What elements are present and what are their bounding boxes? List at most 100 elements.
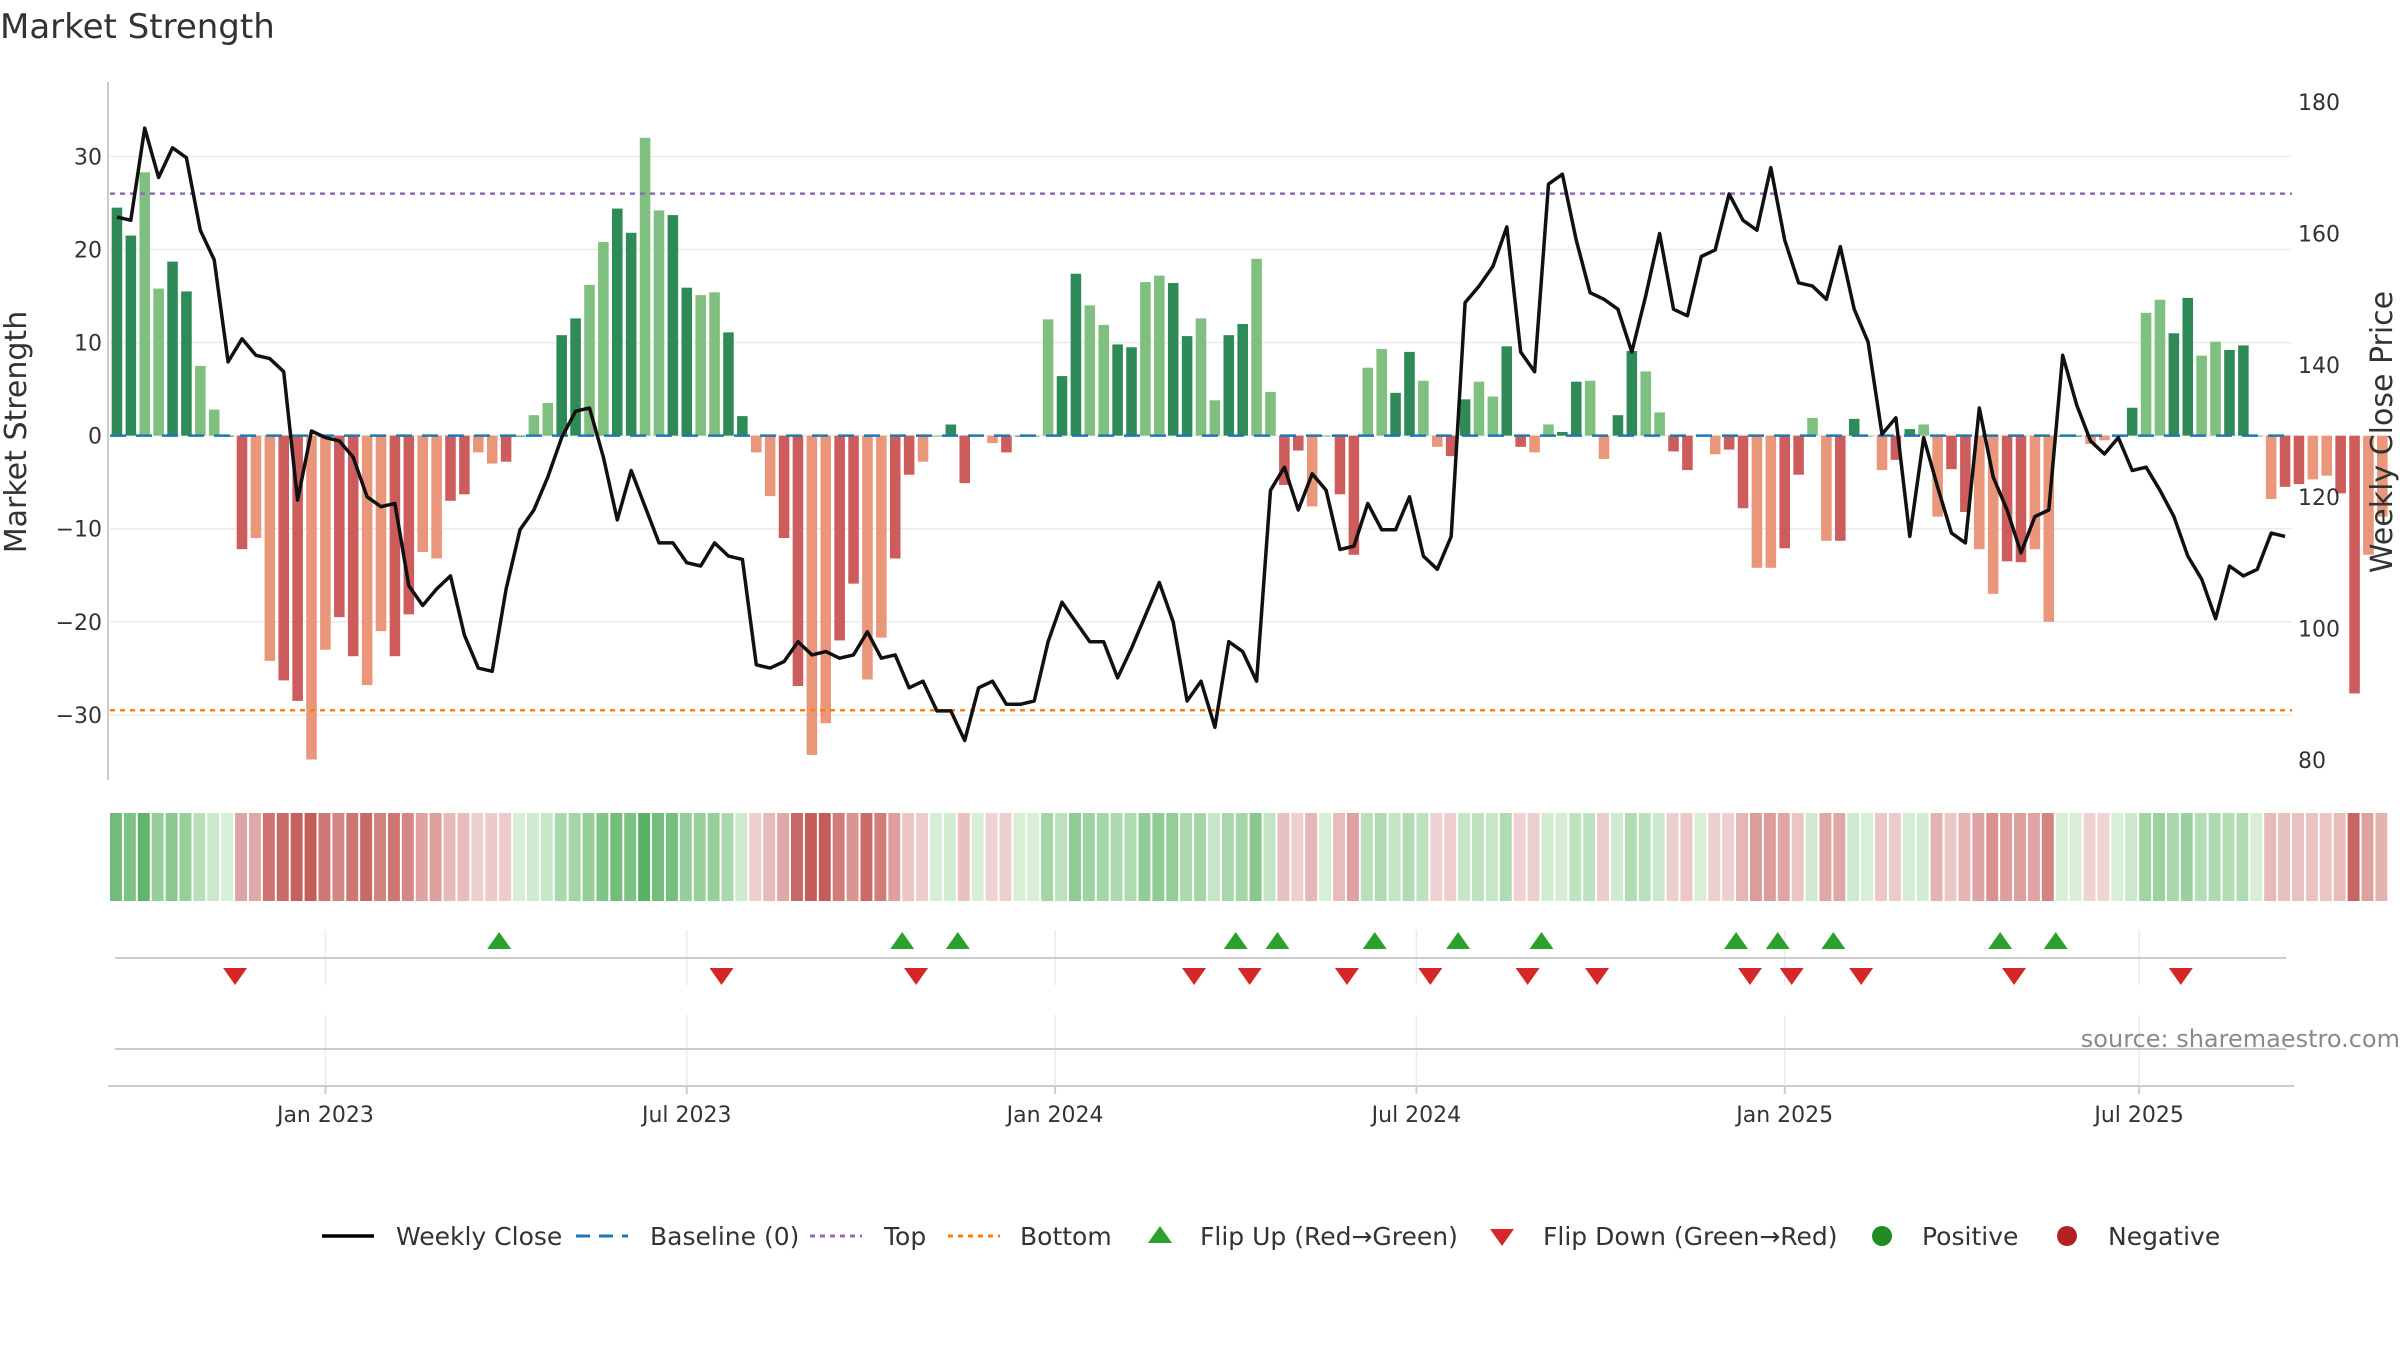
heat-cell — [165, 813, 178, 901]
heat-cell — [1986, 813, 1999, 901]
strength-bar — [1598, 435, 1610, 459]
strength-bar — [1654, 412, 1665, 436]
strength-bar — [1668, 435, 1679, 452]
strength-bar — [2377, 435, 2388, 517]
heat-cell — [638, 813, 651, 901]
strength-bar — [542, 403, 554, 436]
strength-bar — [2279, 435, 2291, 487]
chart-title: Market Strength — [0, 7, 275, 47]
heat-cell — [1444, 813, 1457, 901]
heat-cell — [902, 813, 915, 901]
strength-bar — [1320, 435, 1332, 437]
heat-cell — [2305, 813, 2318, 901]
strength-bar — [1431, 435, 1443, 447]
strength-bar — [1098, 324, 1109, 436]
heat-cell — [1972, 813, 1985, 901]
heat-cell — [1068, 813, 1081, 901]
strength-bar — [1570, 381, 1582, 436]
strength-bar — [264, 435, 276, 661]
heat-cell — [1777, 813, 1790, 901]
heat-cell — [2236, 813, 2249, 901]
strength-bar — [820, 435, 832, 724]
heat-cell — [2000, 813, 2013, 901]
strength-bar — [347, 435, 359, 657]
strength-bar — [2349, 435, 2360, 694]
heat-cell — [665, 813, 678, 901]
heat-cell — [652, 813, 664, 901]
heat-cell — [374, 813, 387, 901]
heat-cell — [1652, 813, 1665, 901]
heat-cell — [1610, 813, 1623, 901]
heat-cell — [1638, 813, 1651, 901]
legend-item: Bottom — [948, 1222, 1112, 1251]
left-tick-label: −30 — [56, 704, 102, 729]
heat-cell — [1458, 813, 1471, 901]
strength-bar — [139, 172, 151, 436]
legend: Weekly Close Baseline (0) Top Bottom Flip Up… — [322, 1222, 2220, 1251]
heat-cell — [1430, 813, 1443, 901]
heat-cell — [874, 813, 887, 901]
flip-down-marker — [1182, 968, 1207, 985]
strength-bar — [1237, 323, 1248, 436]
strength-bar — [1862, 435, 1874, 437]
strength-bar — [1209, 400, 1221, 436]
heat-cell — [443, 813, 456, 901]
strength-bar — [1529, 435, 1540, 453]
strength-bar — [667, 215, 679, 436]
strength-bar — [1348, 435, 1360, 555]
right-tick-label: 140 — [2298, 354, 2340, 379]
strength-bar — [1293, 435, 1304, 451]
heat-cell — [304, 813, 317, 901]
heat-cell — [763, 813, 776, 901]
strength-bar — [375, 435, 387, 632]
heat-cell — [2055, 813, 2068, 901]
heat-cell — [2347, 813, 2360, 901]
heat-cell — [2041, 813, 2054, 901]
heat-cell — [235, 813, 248, 901]
legend-swatch — [1148, 1226, 1172, 1243]
heat-cell — [151, 813, 164, 901]
heat-cell — [1041, 813, 1054, 901]
heat-cell — [1805, 813, 1818, 901]
heat-cell — [596, 813, 609, 901]
heat-cell — [2222, 813, 2235, 901]
heat-cell — [2194, 813, 2207, 901]
date-tick-label: Jul 2025 — [2092, 1103, 2184, 1128]
strength-bar — [2265, 435, 2277, 499]
flip-down-marker — [904, 968, 929, 985]
heat-cell — [1277, 813, 1290, 901]
strength-bar — [709, 292, 720, 436]
left-tick-label: −10 — [56, 518, 102, 543]
strength-bar — [167, 261, 178, 436]
strength-bar — [2071, 435, 2082, 437]
strength-bar — [1918, 424, 1929, 436]
left-tick-label: 30 — [74, 145, 102, 170]
legend-label: Flip Down (Green→Red) — [1543, 1222, 1838, 1251]
strength-bar — [417, 435, 428, 552]
heat-cell — [1916, 813, 1929, 901]
heat-cell — [846, 813, 859, 901]
strength-bar — [2154, 299, 2166, 436]
heat-cell — [1875, 813, 1888, 901]
heat-cell — [1583, 813, 1596, 901]
flip-up-marker — [1265, 932, 1290, 949]
strength-bar — [208, 409, 220, 436]
heat-cell — [888, 813, 901, 901]
strength-bar — [598, 242, 609, 436]
legend-label: Baseline (0) — [650, 1222, 799, 1251]
heat-cell — [471, 813, 484, 901]
legend-item: Baseline (0) — [576, 1222, 799, 1251]
heat-cell — [2250, 813, 2263, 901]
strength-bar — [306, 435, 317, 760]
strength-bar — [848, 435, 859, 584]
strength-bar — [1557, 431, 1568, 436]
strength-bar — [1960, 435, 1971, 512]
heat-cell — [818, 813, 831, 901]
heat-cell — [2069, 813, 2082, 901]
date-tick-label: Jan 2023 — [275, 1103, 374, 1128]
strength-bar — [1723, 435, 1735, 450]
heat-cell — [457, 813, 470, 901]
heat-cell — [1221, 813, 1234, 901]
strength-bar — [153, 288, 164, 436]
heat-cell — [1263, 813, 1276, 901]
